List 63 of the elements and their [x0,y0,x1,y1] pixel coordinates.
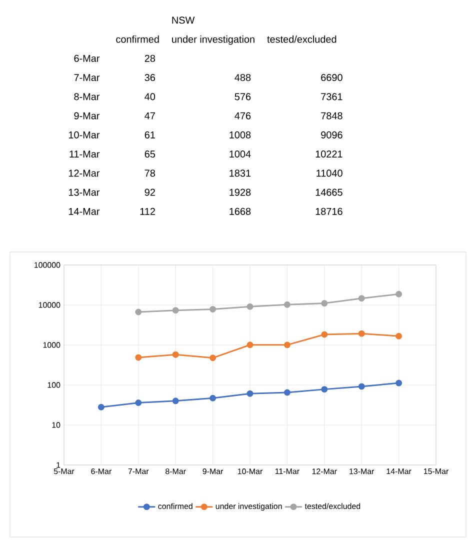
data-label: 61 [144,131,155,138]
text: NSW [172,16,195,24]
data-label: 11040 [316,170,342,177]
data-label: 40 [144,93,156,100]
point [172,307,179,314]
data-label: 10221 [316,150,342,158]
data-label: 7361 [321,93,342,100]
point [321,300,328,307]
data-label: 78 [144,170,156,177]
data-label: 28 [144,54,156,62]
data-label: 14665 [316,188,342,196]
data-label: 1004 [230,150,251,158]
point [358,295,365,302]
point [358,330,365,337]
category-label: 13-Mar [68,188,100,196]
category-label: 12-Mar [68,170,100,177]
category-label: 8-Mar [74,93,100,100]
point [396,380,402,386]
data-label: 488 [234,74,251,82]
data-label: 6690 [321,74,342,82]
point [284,389,290,396]
text: confirmed [116,35,159,43]
text: under investigation [172,35,254,45]
data-label: 112 [140,208,155,215]
category-label: 10-Mar [68,131,100,138]
point [358,383,365,390]
point [98,404,104,410]
data-label: 1928 [230,188,251,196]
text: tested/excluded [267,35,336,43]
category-label: 7-Mar [74,74,100,82]
point [210,354,216,362]
category-label: 6-Mar [74,54,100,62]
data-label: 9096 [321,131,342,138]
point [321,331,328,338]
point [284,342,290,348]
data-label: 576 [234,93,251,100]
data-label: 1008 [230,131,251,138]
point [135,400,142,406]
category-label: 9-Mar [74,112,100,120]
category-label: 14-Mar [68,208,100,215]
point [172,351,179,358]
point [396,332,402,340]
data-label: 476 [234,112,251,120]
point [246,390,254,397]
data-label: 18716 [316,208,342,215]
point [284,301,290,308]
data-label: 1831 [230,170,251,177]
point [210,394,216,402]
point [246,342,254,348]
point [246,303,254,310]
point [135,354,142,361]
point [321,386,328,393]
data-label: 36 [144,74,156,82]
data-label: 47 [144,112,155,120]
category-label: 11-Mar [70,150,100,158]
point [172,398,179,404]
data-label: 65 [144,150,156,158]
data-label: 1668 [230,208,251,215]
data-label: 92 [144,188,155,196]
point [135,308,142,316]
data-label: 7848 [321,112,342,120]
point [210,306,216,312]
point [396,290,402,298]
